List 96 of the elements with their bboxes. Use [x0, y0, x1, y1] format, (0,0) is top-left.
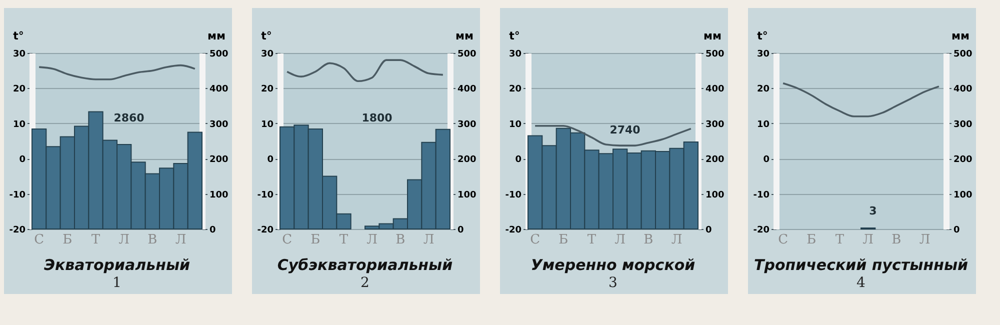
y2-tick-label: 400	[954, 84, 972, 95]
y2-tick-label: 300	[210, 120, 228, 130]
x-tick-label: С	[282, 232, 292, 248]
y2-tick-label: 100	[706, 190, 724, 200]
text: 2	[360, 275, 370, 291]
y-tick-label: 30	[508, 50, 522, 60]
y-tick-label: 0	[19, 155, 26, 166]
y2-tick-label: 100	[954, 190, 972, 200]
y-axis-title: t°	[13, 30, 24, 42]
x-tick-label: Б	[62, 232, 72, 248]
y2-tick-label: 500	[210, 50, 228, 60]
x-tick-label: Л	[919, 232, 930, 248]
y-tick-label: -20	[505, 226, 522, 236]
text: Субэкваториальный	[277, 256, 454, 274]
line-series	[38, 64, 196, 80]
y-tick-label: -10	[9, 190, 26, 200]
y2-tick-label: 300	[706, 120, 724, 130]
x-tick-label: Т	[587, 232, 596, 248]
y2-tick-label: 100	[210, 190, 228, 200]
y2-tick-label: 0	[458, 226, 464, 236]
y-tick-label: 20	[260, 84, 274, 95]
x-tick-label: Б	[310, 232, 320, 248]
annotation: 2860	[114, 111, 145, 124]
y2-tick-label: 200	[210, 155, 228, 166]
annotation: 3	[869, 204, 877, 218]
x-tick-label: Л	[118, 232, 130, 248]
y-tick-label: 20	[508, 84, 522, 95]
y-tick-label: -10	[753, 190, 770, 200]
y2-axis-title: мм	[952, 30, 970, 42]
y2-tick-label: 300	[458, 120, 476, 130]
x-tick-label: Л	[366, 232, 378, 248]
x-tick-label: В	[892, 232, 902, 248]
x-tick-label: Б	[558, 232, 568, 248]
annotation: 1800	[362, 111, 393, 124]
text: Умеренно морской	[530, 256, 696, 274]
y2-axis-title: мм	[208, 30, 226, 42]
x-tick-label: Л	[671, 232, 682, 248]
x-tick-label: Л	[614, 232, 626, 248]
y-tick-label: 20	[756, 84, 770, 95]
y-tick-label: -20	[753, 226, 770, 236]
y2-tick-label: 0	[954, 226, 960, 236]
text: Тропический пустынный	[754, 256, 968, 274]
x-tick-label: Т	[835, 232, 844, 248]
y2-tick-label: 200	[706, 155, 724, 166]
y-tick-label: -20	[9, 226, 26, 236]
y-tick-label: 0	[515, 155, 522, 166]
y-axis-title: t°	[509, 30, 520, 42]
y2-tick-label: 0	[210, 226, 216, 236]
y-tick-label: 10	[508, 120, 522, 130]
x-tick-label: С	[530, 232, 540, 248]
y-tick-label: -20	[257, 226, 274, 236]
y2-axis-title: мм	[456, 30, 474, 42]
line-series	[286, 59, 444, 82]
y2-tick-label: 100	[458, 190, 476, 200]
y-tick-label: 20	[12, 84, 26, 95]
x-tick-label: Л	[862, 232, 874, 248]
text: Экваториальный	[44, 256, 191, 274]
x-tick-label: В	[644, 232, 654, 248]
x-tick-label: С	[34, 232, 44, 248]
text: 1	[112, 275, 122, 291]
y2-tick-label: 500	[954, 50, 972, 60]
y-tick-label: -10	[257, 190, 274, 200]
y2-tick-label: 0	[706, 226, 712, 236]
annotation: 2740	[610, 124, 641, 137]
y2-tick-label: 200	[954, 155, 972, 166]
y2-tick-label: 400	[706, 84, 724, 95]
x-tick-label: В	[148, 232, 158, 248]
x-tick-label: Т	[339, 232, 348, 248]
y-tick-label: 10	[260, 120, 274, 130]
y2-tick-label: 500	[706, 50, 724, 60]
y-tick-label: 0	[267, 155, 274, 166]
y2-tick-label: 500	[458, 50, 476, 60]
x-tick-label: В	[396, 232, 406, 248]
y-tick-label: 30	[260, 50, 274, 60]
y-tick-label: 0	[763, 155, 770, 166]
line-series	[534, 124, 692, 146]
x-tick-label: С	[778, 232, 788, 248]
y2-tick-label: 400	[458, 84, 476, 95]
y2-axis-title: мм	[704, 30, 722, 42]
x-tick-label: Т	[91, 232, 100, 248]
y-tick-label: 30	[756, 50, 770, 60]
text: 3	[608, 275, 618, 291]
y2-tick-label: 200	[458, 155, 476, 166]
y-axis-title: t°	[261, 30, 272, 42]
text: 4	[856, 275, 866, 291]
x-tick-label: Л	[423, 232, 434, 248]
y2-tick-label: 300	[954, 120, 972, 130]
y-axis-title: t°	[757, 30, 768, 42]
y-tick-label: 10	[12, 120, 26, 130]
y-tick-label: 10	[756, 120, 770, 130]
x-tick-label: Б	[806, 232, 816, 248]
line-series	[782, 82, 940, 118]
y-tick-label: 30	[12, 50, 26, 60]
y2-tick-label: 400	[210, 84, 228, 95]
x-tick-label: Л	[175, 232, 186, 248]
y-tick-label: -10	[505, 190, 522, 200]
